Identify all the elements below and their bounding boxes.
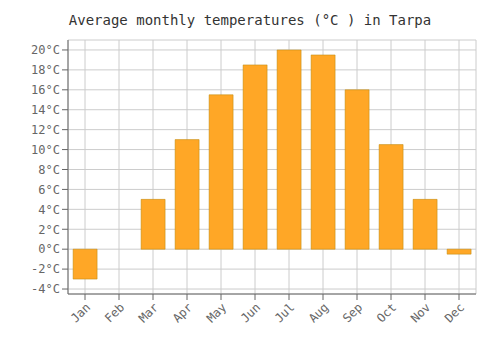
svg-text:Mar: Mar <box>136 300 161 325</box>
svg-text:2°C: 2°C <box>38 223 60 237</box>
svg-text:Sep: Sep <box>340 300 365 325</box>
svg-text:-2°C: -2°C <box>31 262 60 276</box>
svg-text:0°C: 0°C <box>38 242 60 256</box>
svg-text:Oct: Oct <box>374 300 399 325</box>
svg-text:Jun: Jun <box>238 300 263 325</box>
svg-text:Jul: Jul <box>272 300 297 325</box>
svg-text:14°C: 14°C <box>31 103 60 117</box>
svg-text:Jan: Jan <box>68 300 93 325</box>
html-text:Average monthly temperatures (: Average monthly temperatures (°C ) in Ta… <box>68 12 432 28</box>
svg-text:20°C: 20°C <box>31 43 60 57</box>
svg-text:18°C: 18°C <box>31 63 60 77</box>
svg-text:Feb: Feb <box>102 300 127 325</box>
svg-text:16°C: 16°C <box>31 83 60 97</box>
svg-text:-4°C: -4°C <box>31 282 60 296</box>
svg-text:6°C: 6°C <box>38 183 60 197</box>
svg-text:May: May <box>204 300 229 325</box>
svg-text:10°C: 10°C <box>31 143 60 157</box>
svg-text:Nov: Nov <box>408 300 433 325</box>
svg-text:12°C: 12°C <box>31 123 60 137</box>
svg-text:4°C: 4°C <box>38 203 60 217</box>
svg-text:Aug: Aug <box>306 300 331 325</box>
svg-text:8°C: 8°C <box>38 163 60 177</box>
svg-text:Apr: Apr <box>170 300 195 325</box>
svg-text:Dec: Dec <box>442 300 467 325</box>
